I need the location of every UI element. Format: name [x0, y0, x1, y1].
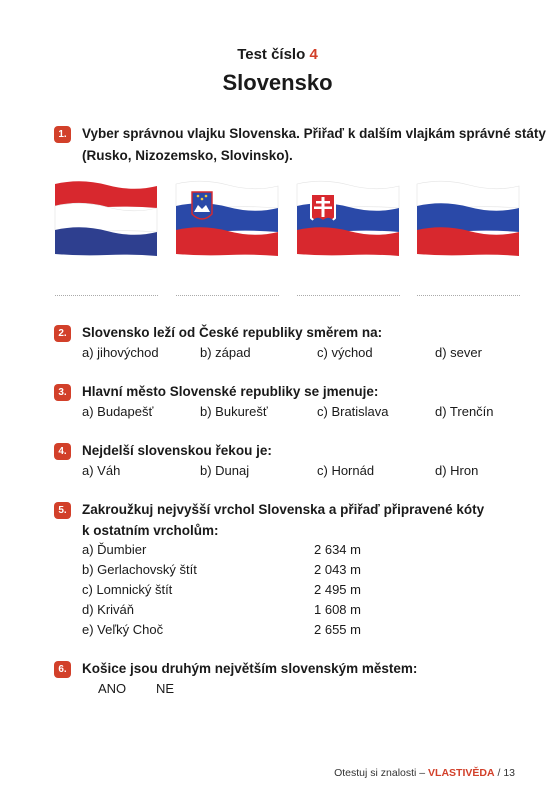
question-3-text: Hlavní město Slovenské republiky se jmen…	[82, 384, 379, 399]
question-number-3: 3.	[54, 384, 71, 401]
question-5-line1: Zakroužkuj nejvyšší vrchol Slovenska a p…	[82, 502, 485, 517]
answer-line-2[interactable]	[176, 295, 279, 296]
question-6-text: Košice jsou druhým největším slovenským …	[82, 661, 418, 676]
peak-height-2: 2 043 m	[314, 562, 361, 577]
q3-option-d[interactable]: d) Trenčín	[435, 404, 494, 419]
footer-page: / 13	[497, 767, 515, 779]
netherlands-flag[interactable]	[53, 180, 160, 260]
q6-option-ne[interactable]: NE	[156, 681, 175, 696]
question-number-6: 6.	[54, 661, 71, 678]
test-label-text: Test číslo	[237, 46, 306, 63]
q2-option-c[interactable]: c) východ	[317, 345, 373, 360]
answer-line-3[interactable]	[297, 295, 400, 296]
test-number: 4	[309, 46, 318, 63]
peak-height-4: 1 608 m	[314, 602, 361, 617]
q3-option-a[interactable]: a) Budapešť	[82, 404, 154, 419]
q2-option-a[interactable]: a) jihovýchod	[82, 345, 159, 360]
slovenia-flag[interactable]	[174, 180, 281, 260]
q3-option-b[interactable]: b) Bukurešť	[200, 404, 268, 419]
q4-option-d[interactable]: d) Hron	[435, 463, 479, 478]
answer-line-4[interactable]	[417, 295, 520, 296]
peak-label-c[interactable]: c) Lomnický štít	[82, 582, 173, 597]
question-4-text: Nejdelší slovenskou řekou je:	[82, 443, 272, 458]
q3-option-c[interactable]: c) Bratislava	[317, 404, 389, 419]
peak-height-1: 2 634 m	[314, 542, 361, 557]
question-1-line1: Vyber správnou vlajku Slovenska. Přiřaď …	[82, 126, 546, 141]
question-1-line2: (Rusko, Nizozemsko, Slovinsko).	[82, 148, 293, 163]
answer-line-1[interactable]	[55, 295, 158, 296]
footer-prefix: Otestuj si znalosti –	[334, 767, 426, 779]
peak-height-3: 2 495 m	[314, 582, 361, 597]
q4-option-b[interactable]: b) Dunaj	[200, 463, 250, 478]
page-title: Slovensko	[222, 70, 333, 95]
test-label: Test číslo 4	[0, 46, 555, 63]
footer: Otestuj si znalosti – VLASTIVĚDA / 13	[334, 767, 515, 779]
q2-option-b[interactable]: b) západ	[200, 345, 251, 360]
slovakia-flag[interactable]	[295, 180, 402, 260]
question-number-4: 4.	[54, 443, 71, 460]
peak-label-d[interactable]: d) Kriváň	[82, 602, 135, 617]
question-2-text: Slovensko leží od České republiky směrem…	[82, 325, 383, 340]
peak-label-a[interactable]: a) Ďumbier	[82, 542, 147, 557]
question-number-5: 5.	[54, 502, 71, 519]
russia-flag[interactable]	[415, 180, 522, 260]
question-5-line2: k ostatním vrcholům:	[82, 523, 219, 538]
peak-label-e[interactable]: e) Veľký Choč	[82, 622, 164, 637]
peak-height-5: 2 655 m	[314, 622, 361, 637]
question-number-2: 2.	[54, 325, 71, 342]
question-number-1: 1.	[54, 126, 71, 143]
footer-brand: VLASTIVĚDA	[428, 767, 495, 779]
peak-label-b[interactable]: b) Gerlachovský štít	[82, 562, 197, 577]
q4-option-c[interactable]: c) Hornád	[317, 463, 375, 478]
q4-option-a[interactable]: a) Váh	[82, 463, 121, 478]
q2-option-d[interactable]: d) sever	[435, 345, 482, 360]
q6-option-ano[interactable]: ANO	[98, 681, 127, 696]
